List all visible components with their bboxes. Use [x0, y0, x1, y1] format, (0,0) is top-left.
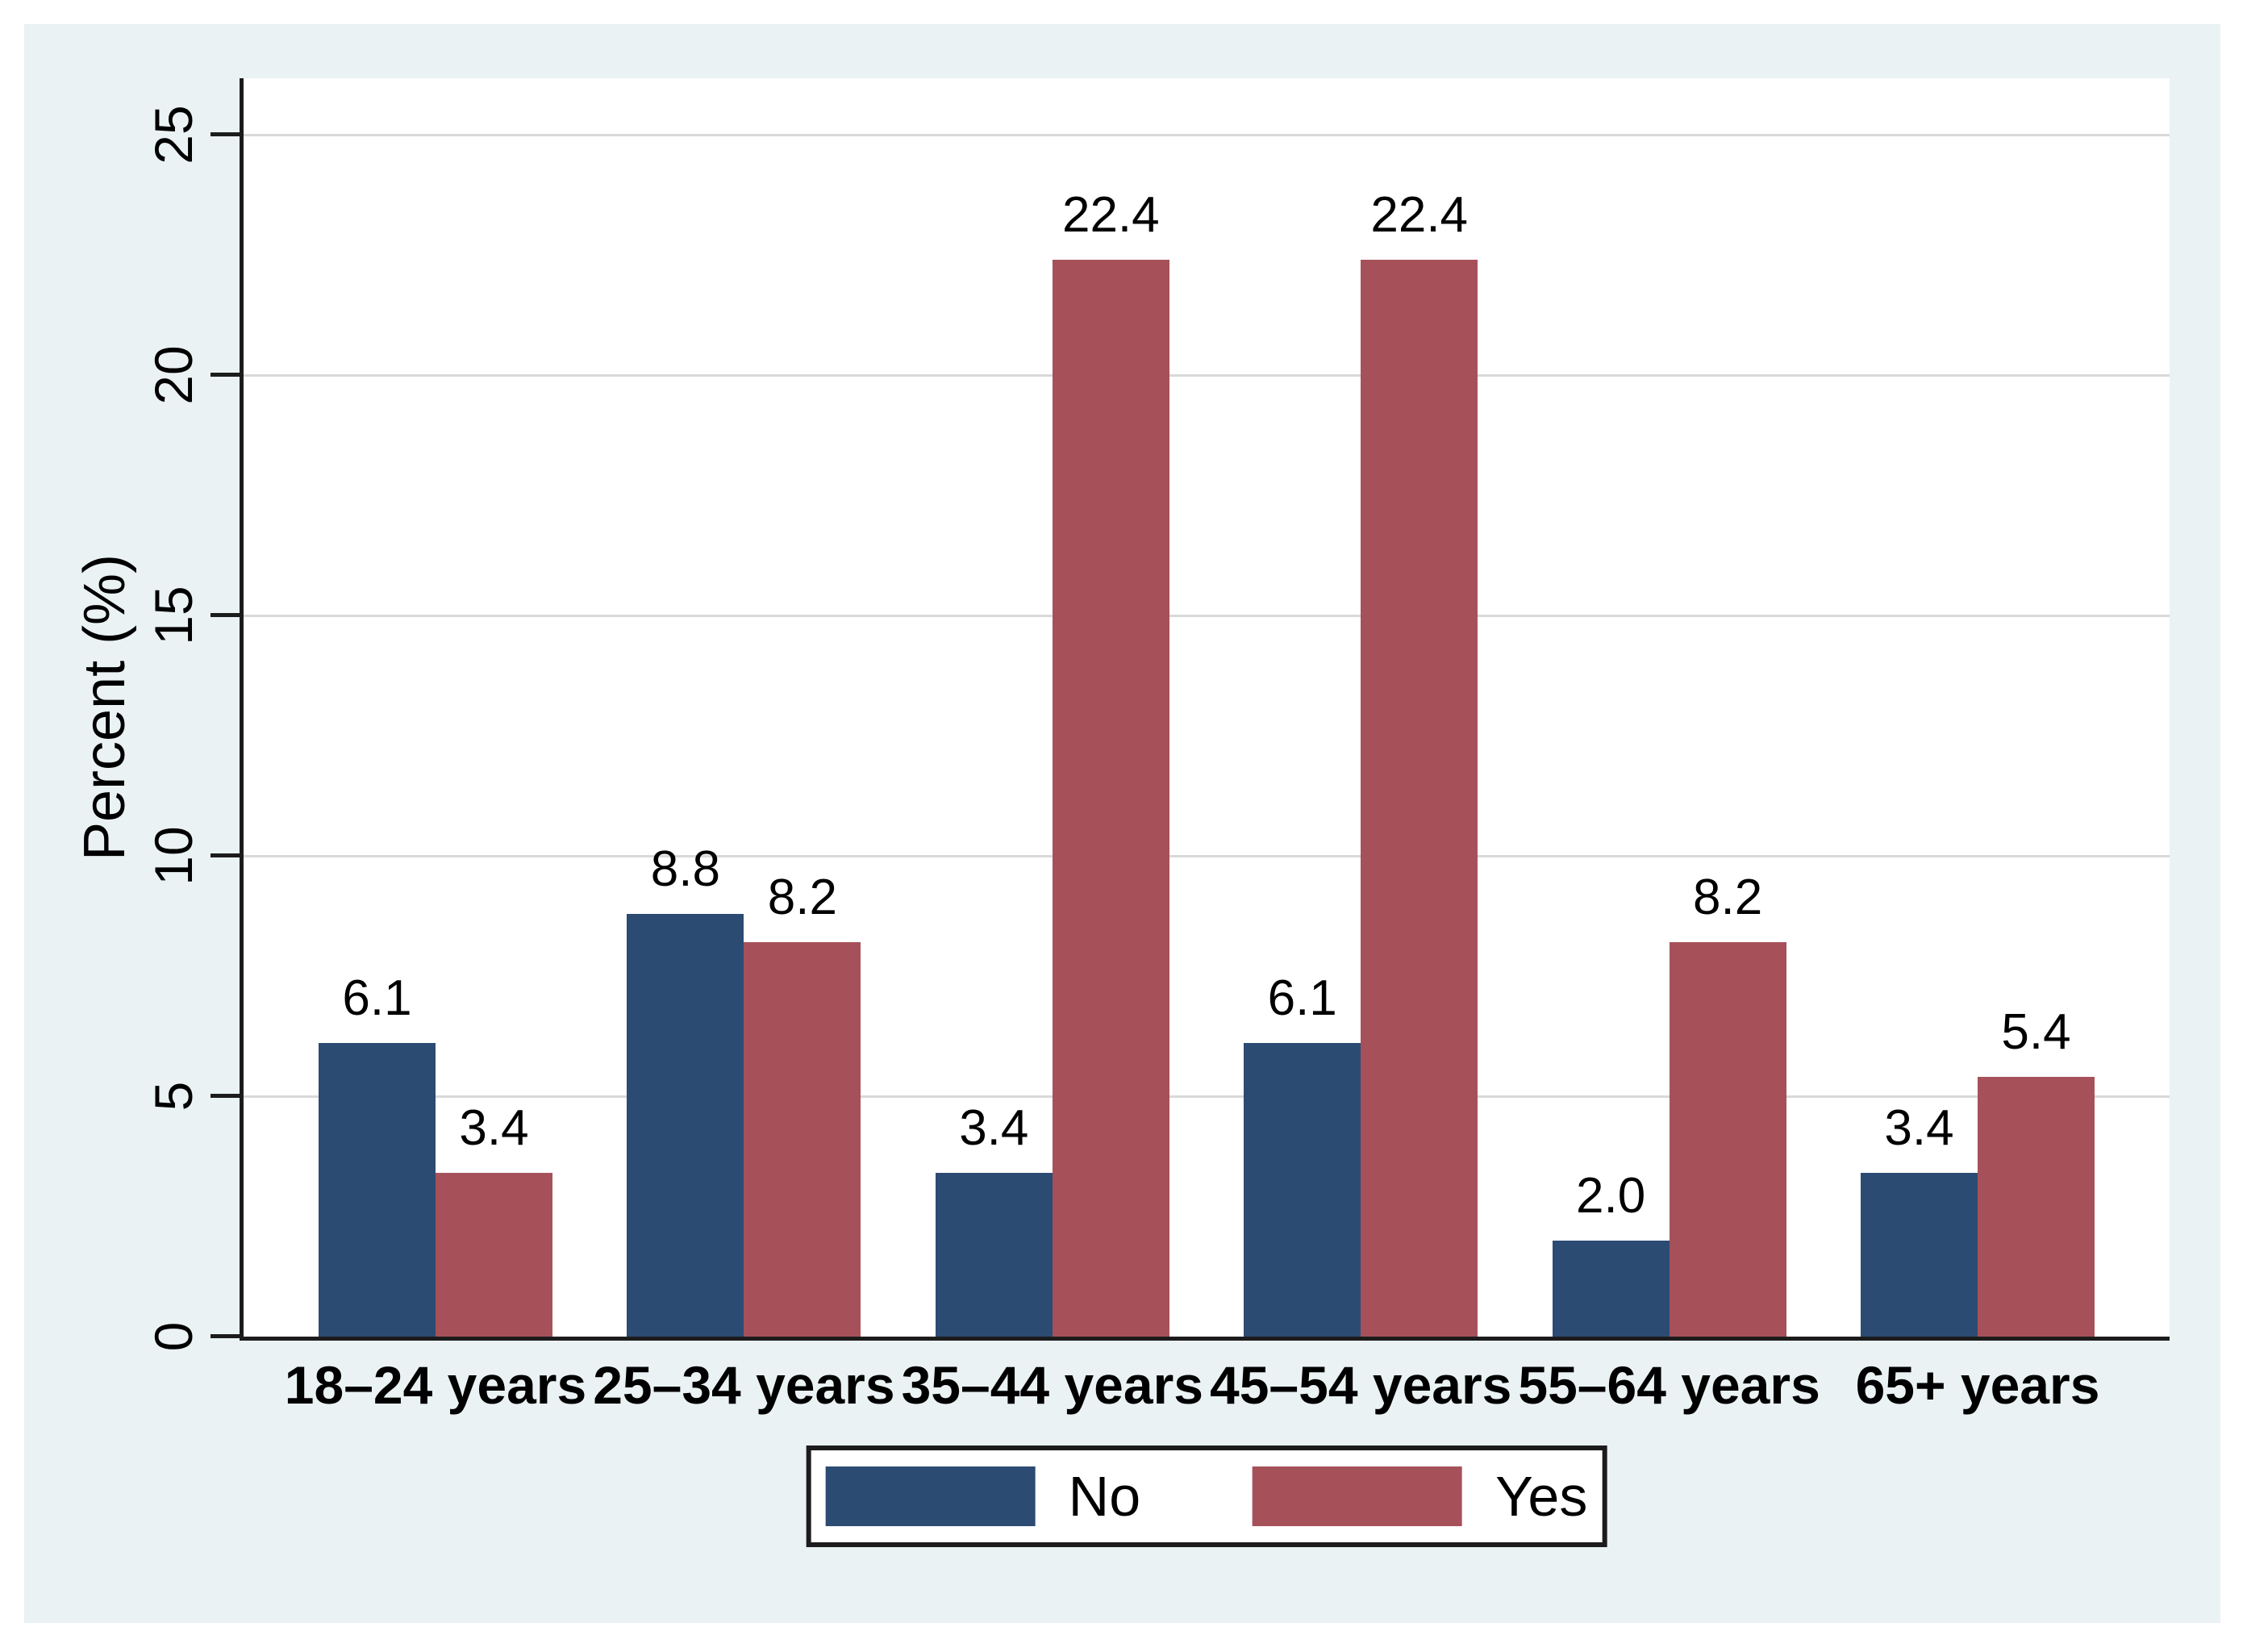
bar-value-label: 8.8	[650, 841, 720, 897]
bar-no	[319, 1043, 436, 1337]
bar-no	[627, 913, 744, 1337]
y-tick	[211, 132, 240, 136]
x-axis-line	[240, 1337, 2170, 1341]
y-axis-title: Percent (%)	[73, 553, 137, 861]
bar-yes	[1052, 259, 1169, 1337]
y-tick-label: 5	[144, 1081, 203, 1112]
bar-value-label: 22.4	[1370, 186, 1469, 243]
y-tick	[211, 1094, 240, 1098]
bar-value-label: 3.4	[959, 1100, 1029, 1157]
y-tick-label: 25	[144, 105, 203, 165]
bar-no	[1861, 1173, 1978, 1337]
bar-value-label: 2.0	[1575, 1167, 1646, 1224]
bar-yes	[436, 1173, 552, 1337]
plot-area: 6.1 8.8 3.4 6.1 2.0 3.4 3.4 8.2 22.4 22.4 8.2 5.4	[211, 78, 2170, 1341]
x-axis-label: 45–54 years	[1209, 1355, 1512, 1415]
y-tick-label: 10	[144, 826, 203, 886]
x-axis-label: 35–44 years	[901, 1355, 1203, 1415]
legend-swatch-yes	[1253, 1466, 1463, 1526]
bar-yes	[744, 942, 861, 1337]
bar-value-label: 5.4	[2001, 1004, 2071, 1061]
y-tick	[211, 373, 240, 377]
bar-value-label: 8.2	[767, 870, 837, 926]
bar-yes	[1361, 259, 1478, 1337]
y-tick-label: 0	[144, 1321, 203, 1352]
bar-value-label: 6.1	[1267, 970, 1337, 1027]
bar-value-label: 3.4	[1884, 1100, 1954, 1157]
bar-value-label: 8.2	[1692, 870, 1763, 926]
bar-value-label: 22.4	[1061, 186, 1160, 243]
y-tick	[211, 853, 240, 857]
y-tick-label: 15	[144, 586, 203, 645]
legend-label-no: No	[1068, 1465, 1141, 1528]
x-axis-label: 55–64 years	[1518, 1355, 1820, 1415]
bar-value-label: 6.1	[342, 970, 412, 1027]
x-axis-label: 18–24 years	[284, 1355, 587, 1415]
bar-value-label: 3.4	[459, 1100, 529, 1157]
legend-swatch-no	[825, 1466, 1036, 1526]
legend-label-yes: Yes	[1495, 1465, 1588, 1528]
gridline	[244, 1095, 2170, 1098]
legend: No Yes	[806, 1446, 1607, 1547]
y-tick	[211, 613, 240, 617]
bar-yes	[1978, 1077, 2095, 1337]
gridline	[244, 855, 2170, 857]
gridline	[244, 615, 2170, 617]
gridline	[244, 374, 2170, 377]
y-tick-label: 20	[144, 345, 203, 405]
x-axis-label: 65+ years	[1855, 1355, 2100, 1415]
y-tick	[211, 1334, 240, 1338]
gridline	[244, 134, 2170, 136]
bar-no	[1552, 1240, 1670, 1337]
x-axis-label: 25–34 years	[593, 1355, 895, 1415]
bar-no	[1244, 1043, 1361, 1337]
bar-no	[935, 1173, 1053, 1337]
bar-yes	[1669, 942, 1786, 1337]
y-axis-line	[240, 78, 244, 1341]
